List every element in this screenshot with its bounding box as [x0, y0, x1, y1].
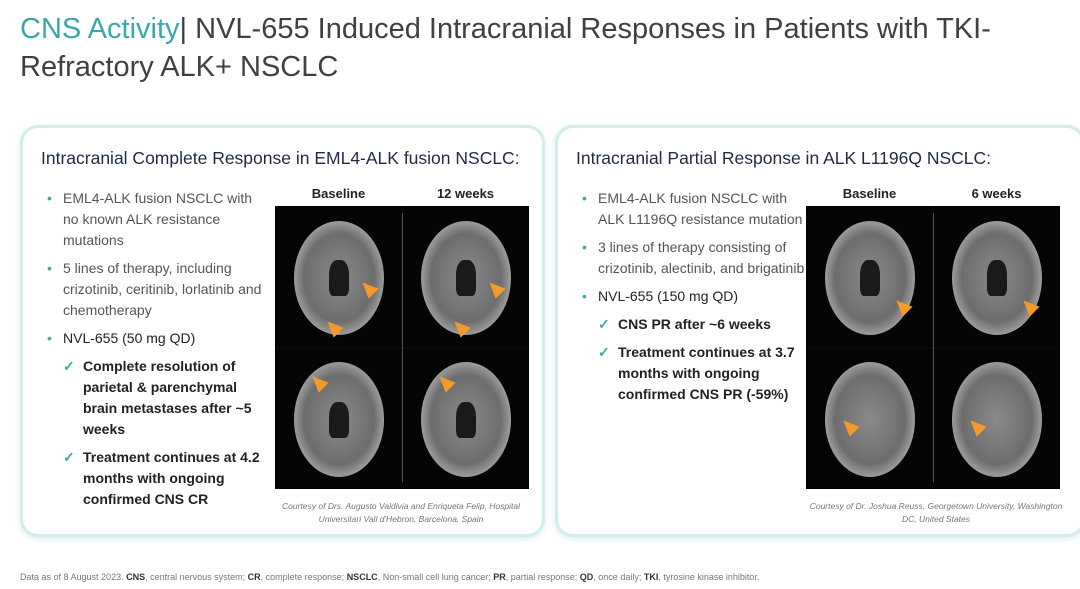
footnote-part: CNS: [126, 572, 146, 582]
sub-text: Treatment continues at 4.2 months with o…: [83, 449, 260, 507]
check-icon: ✓: [598, 344, 610, 360]
footnote-part: Data as of 8 August 2023.: [20, 572, 127, 582]
sub-item: ✓ CNS PR after ~6 weeks: [580, 314, 805, 335]
footnote-part: , once daily;: [593, 572, 644, 582]
bullet-text: NVL-655 (50 mg QD): [63, 330, 196, 346]
bullet-list: • EML4-ALK fusion NSCLC with no known ALK…: [45, 188, 270, 517]
footnote: Data as of 8 August 2023. CNS, central n…: [20, 572, 759, 582]
followup-label: 12 weeks: [436, 186, 495, 201]
slide-title: CNS Activity| NVL-655 Induced Intracrani…: [20, 10, 1060, 86]
bullet-list: • EML4-ALK fusion NSCLC with ALK L1196Q r…: [580, 188, 805, 412]
mri-image: [403, 348, 528, 488]
partial-response-card: Intracranial Partial Response in ALK L11…: [555, 125, 1080, 537]
footnote-part: PR: [493, 572, 506, 582]
list-item: • NVL-655 (150 mg QD): [582, 288, 739, 304]
list-item: • 5 lines of therapy, including crizotini…: [47, 260, 262, 318]
footnote-part: , Non-small cell lung cancer;: [377, 572, 494, 582]
check-icon: ✓: [598, 316, 610, 332]
followup-label: 6 weeks: [971, 186, 1022, 201]
check-icon: ✓: [63, 358, 75, 374]
sub-text: CNS PR after ~6 weeks: [618, 316, 771, 332]
card-heading: Intracranial Complete Response in EML4-A…: [41, 148, 520, 168]
title-accent: CNS Activity: [20, 13, 180, 45]
baseline-label: Baseline: [311, 186, 366, 201]
sub-item: ✓ Complete resolution of parietal & paren…: [45, 356, 270, 440]
mri-figure: Baseline 12 weeks: [275, 186, 529, 489]
footnote-part: , tyrosine kinase inhibitor.: [658, 572, 760, 582]
card-heading: Intracranial Partial Response in ALK L11…: [576, 148, 992, 168]
list-item: • EML4-ALK fusion NSCLC with no known ALK…: [47, 190, 253, 248]
mri-image: [934, 348, 1059, 488]
mri-image: [276, 348, 401, 488]
footnote-part: QD: [579, 572, 594, 582]
mri-image: [807, 348, 932, 488]
title-rest: | NVL-655 Induced Intracranial Responses…: [20, 13, 991, 83]
complete-response-card: Intracranial Complete Response in EML4-A…: [20, 125, 545, 537]
mri-figure: Baseline 6 weeks: [806, 186, 1060, 489]
sub-text: Treatment continues at 3.7 months with o…: [618, 344, 795, 402]
bullet-text: 3 lines of therapy consisting of crizoti…: [598, 239, 805, 276]
bullet-text: 5 lines of therapy, including crizotinib…: [63, 260, 262, 318]
list-item: • NVL-655 (50 mg QD): [47, 330, 196, 346]
footnote-part: , complete response;: [260, 572, 347, 582]
sub-item: ✓ Treatment continues at 4.2 months with …: [45, 447, 270, 510]
mri-image: [807, 207, 932, 347]
bullet-text: EML4-ALK fusion NSCLC with no known ALK …: [63, 190, 253, 248]
sub-item: ✓ Treatment continues at 3.7 months with …: [580, 342, 805, 405]
bullet-text: NVL-655 (150 mg QD): [598, 288, 739, 304]
footnote-part: , partial response;: [505, 572, 580, 582]
sub-text: Complete resolution of parietal & parenc…: [83, 358, 252, 437]
mri-image: [403, 207, 528, 347]
footnote-part: CR: [247, 572, 261, 582]
footnote-part: TKI: [643, 572, 659, 582]
image-credit: Courtesy of Drs. Augusto Valdivia and En…: [282, 501, 520, 524]
check-icon: ✓: [63, 449, 75, 465]
list-item: • EML4-ALK fusion NSCLC with ALK L1196Q r…: [582, 190, 803, 227]
footnote-part: NSCLC: [346, 572, 378, 582]
list-item: • 3 lines of therapy consisting of crizot…: [582, 239, 805, 276]
bullet-text: EML4-ALK fusion NSCLC with ALK L1196Q re…: [598, 190, 803, 227]
image-credit: Courtesy of Dr. Joshua Reuss, Georgetown…: [809, 501, 1063, 524]
mri-image: [934, 207, 1059, 347]
mri-image: [276, 207, 401, 347]
baseline-label: Baseline: [842, 186, 897, 201]
footnote-part: , central nervous system;: [145, 572, 248, 582]
